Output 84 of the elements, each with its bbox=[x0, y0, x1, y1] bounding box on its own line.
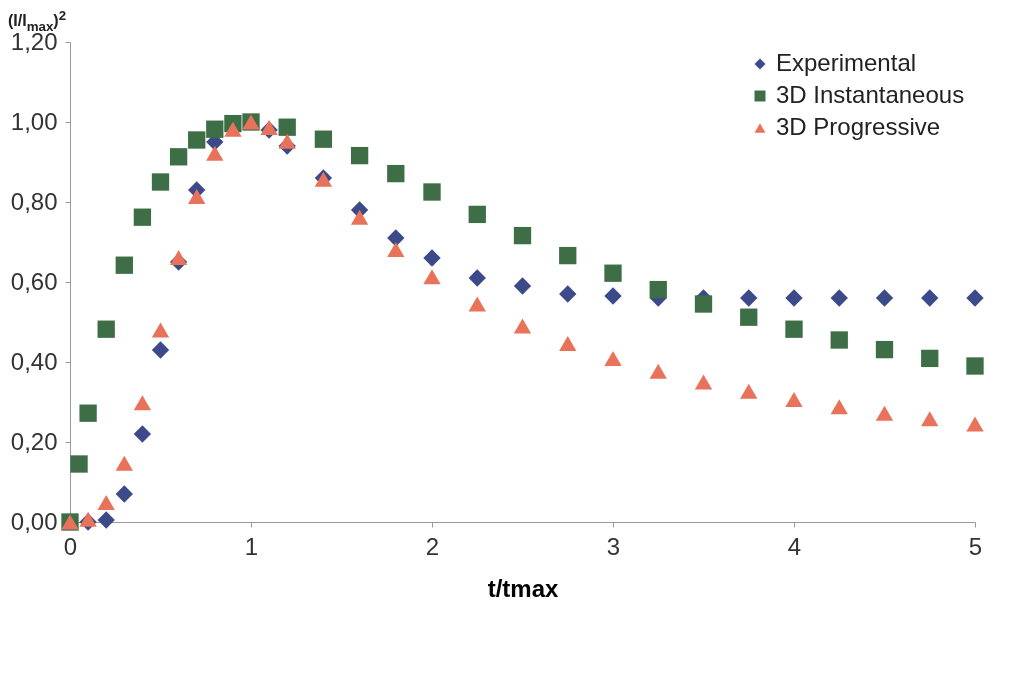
point bbox=[830, 399, 848, 415]
point bbox=[169, 250, 188, 266]
point bbox=[875, 340, 894, 359]
point bbox=[604, 350, 622, 366]
x-tick-label: 1 bbox=[244, 532, 259, 560]
point bbox=[115, 485, 133, 503]
point bbox=[966, 416, 984, 432]
point bbox=[206, 120, 224, 138]
y-tick-label: 0,60 bbox=[10, 267, 58, 295]
point bbox=[513, 277, 532, 295]
y-axis-title: (I/I$_{max}$)$^{2}$ bbox=[8, 8, 67, 34]
point bbox=[694, 295, 713, 313]
point bbox=[350, 146, 369, 165]
point bbox=[559, 246, 577, 265]
point bbox=[604, 287, 622, 305]
point bbox=[966, 289, 984, 307]
point bbox=[79, 404, 97, 422]
point bbox=[468, 296, 486, 312]
point bbox=[559, 285, 577, 303]
point bbox=[875, 289, 894, 307]
point bbox=[740, 289, 758, 307]
point bbox=[921, 349, 939, 368]
point bbox=[387, 229, 405, 247]
point bbox=[649, 363, 667, 379]
point bbox=[115, 256, 133, 274]
point bbox=[604, 264, 622, 282]
point bbox=[188, 131, 206, 149]
point bbox=[559, 336, 577, 352]
x-tick-label: 0 bbox=[63, 532, 78, 560]
y-tick-label: 1,00 bbox=[10, 107, 58, 135]
point bbox=[97, 320, 115, 338]
point bbox=[151, 322, 170, 338]
point bbox=[921, 289, 939, 307]
point bbox=[350, 209, 369, 225]
point bbox=[468, 205, 486, 224]
point bbox=[423, 249, 441, 267]
point bbox=[966, 357, 984, 375]
legend-label: 3D Progressive bbox=[776, 113, 941, 140]
point bbox=[830, 331, 848, 349]
point bbox=[278, 118, 296, 136]
point bbox=[133, 395, 152, 411]
point bbox=[649, 280, 667, 299]
point bbox=[151, 173, 170, 191]
point bbox=[513, 226, 532, 245]
point bbox=[468, 269, 486, 287]
point bbox=[423, 183, 441, 201]
point bbox=[694, 374, 713, 390]
point bbox=[785, 289, 803, 307]
point bbox=[133, 208, 152, 226]
x-tick-label: 5 bbox=[968, 532, 983, 560]
point bbox=[79, 511, 97, 527]
point bbox=[206, 145, 224, 161]
point bbox=[740, 383, 758, 399]
point bbox=[169, 148, 188, 166]
point bbox=[785, 320, 803, 338]
point bbox=[70, 455, 88, 473]
point bbox=[97, 494, 115, 510]
y-tick-label: 0,20 bbox=[10, 427, 58, 455]
legend-label: Experimental bbox=[776, 49, 917, 76]
point bbox=[875, 405, 894, 421]
x-tick-label: 4 bbox=[787, 532, 802, 560]
point bbox=[740, 308, 758, 326]
point bbox=[97, 511, 115, 529]
legend-label: 3D Instantaneous bbox=[776, 81, 965, 108]
y-tick-label: 0,80 bbox=[10, 187, 58, 215]
x-tick-label: 3 bbox=[606, 532, 621, 560]
point bbox=[830, 289, 848, 307]
x-tick-label: 2 bbox=[425, 532, 440, 560]
point bbox=[188, 188, 206, 204]
y-tick-label: 0,40 bbox=[10, 347, 58, 375]
point bbox=[513, 318, 532, 334]
point bbox=[314, 130, 333, 148]
x-axis-title: t/tmax bbox=[487, 574, 559, 602]
point bbox=[224, 121, 242, 137]
point bbox=[423, 269, 441, 285]
point bbox=[133, 425, 152, 443]
point bbox=[387, 164, 405, 183]
point bbox=[278, 133, 296, 149]
point bbox=[921, 411, 939, 427]
point bbox=[785, 392, 803, 408]
point bbox=[387, 242, 405, 258]
point bbox=[151, 341, 170, 359]
y-tick-label: 0,00 bbox=[10, 507, 58, 535]
point bbox=[115, 455, 133, 471]
